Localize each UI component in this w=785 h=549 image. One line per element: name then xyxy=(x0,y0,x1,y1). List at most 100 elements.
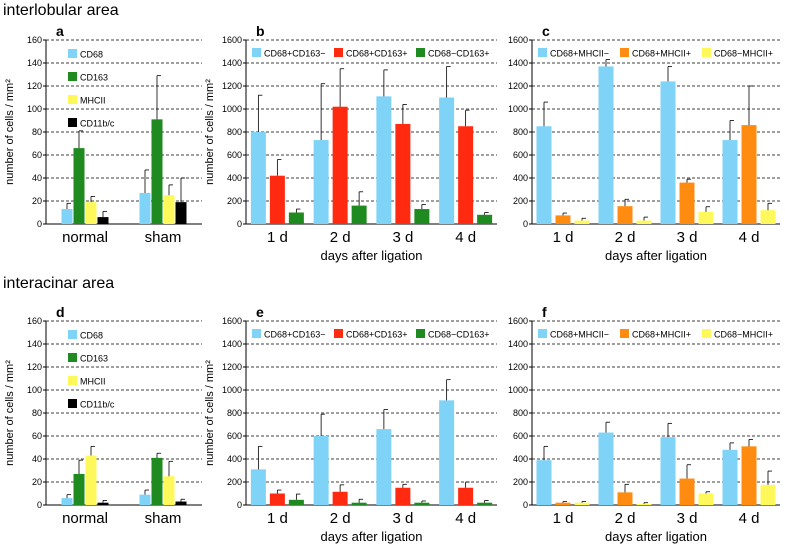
bar xyxy=(660,437,676,505)
bar xyxy=(679,478,695,505)
bar xyxy=(458,487,474,505)
y-tick-label: 1000 xyxy=(222,104,242,114)
y-tick-label: 600 xyxy=(513,150,528,160)
bar xyxy=(61,498,73,505)
legend-swatch xyxy=(334,48,343,57)
legend-label: CD68+CD163− xyxy=(264,330,326,340)
legend-label: CD68−CD163+ xyxy=(428,330,490,340)
bar xyxy=(376,96,392,224)
y-tick-label: 100 xyxy=(27,104,42,114)
bar xyxy=(97,217,109,224)
panel-label: d xyxy=(56,304,65,320)
legend-swatch xyxy=(68,95,77,104)
bar xyxy=(151,457,163,505)
x-tick-label: 4 d xyxy=(455,510,476,527)
y-tick-label: 1200 xyxy=(222,362,242,372)
y-tick-label: 800 xyxy=(227,127,242,137)
y-tick-label: 0 xyxy=(237,219,242,229)
legend-label: CD68+CD163+ xyxy=(346,49,408,59)
legend-label: MHCII xyxy=(80,377,106,387)
y-tick-label: 200 xyxy=(227,196,242,206)
legend-swatch xyxy=(252,48,261,57)
legend-swatch xyxy=(538,329,547,338)
bar xyxy=(175,202,187,224)
y-tick-label: 400 xyxy=(513,454,528,464)
legend-label: CD68−MHCII+ xyxy=(714,49,773,59)
bar xyxy=(439,400,455,505)
bar xyxy=(332,106,348,224)
x-tick-label: sham xyxy=(145,510,182,527)
y-tick-label: 800 xyxy=(513,127,528,137)
x-tick-label: 3 d xyxy=(677,229,698,246)
x-tick-label: 2 d xyxy=(330,510,351,527)
x-tick-label: 1 d xyxy=(267,510,288,527)
x-tick-label: 2 d xyxy=(615,229,636,246)
y-tick-label: 20 xyxy=(32,196,42,206)
legend-label: CD68+CD163+ xyxy=(346,330,408,340)
panel-label: c xyxy=(542,23,550,39)
y-axis-label: number of cells / mm² xyxy=(204,79,216,185)
legend-swatch xyxy=(68,353,77,362)
bar xyxy=(250,132,266,224)
y-tick-label: 1000 xyxy=(508,385,528,395)
x-tick-label: 3 d xyxy=(677,510,698,527)
bar xyxy=(269,493,285,505)
y-tick-label: 1400 xyxy=(222,58,242,68)
panel-e: 0 200 400 600 800 1000 1200 1400 1600 e number of … xyxy=(204,304,497,544)
bar xyxy=(151,119,163,224)
x-tick-label: 2 d xyxy=(330,229,351,246)
bar xyxy=(73,473,85,505)
y-tick-label: 40 xyxy=(32,173,42,183)
y-tick-label: 140 xyxy=(27,339,42,349)
bar xyxy=(636,503,652,505)
legend-label: CD68 xyxy=(80,331,103,341)
bar xyxy=(139,494,151,505)
bar xyxy=(698,211,714,224)
panel-b: 0 200 400 600 800 1000 1200 1400 1600 b number of … xyxy=(204,23,497,263)
bar xyxy=(351,205,367,224)
y-tick-label: 1200 xyxy=(508,362,528,372)
bar xyxy=(313,436,329,505)
x-tick-label: 2 d xyxy=(615,510,636,527)
bar xyxy=(376,429,392,505)
bar xyxy=(332,491,348,505)
legend-swatch xyxy=(68,118,77,127)
x-tick-label: 4 d xyxy=(739,510,760,527)
bar xyxy=(288,212,304,224)
panel-label: f xyxy=(542,304,547,320)
section-title-interlobular: interlobular area xyxy=(3,2,119,19)
x-tick-label: sham xyxy=(145,229,182,246)
legend-swatch xyxy=(702,48,711,57)
y-tick-label: 160 xyxy=(27,316,42,326)
legend-label: MHCII xyxy=(80,96,106,106)
y-tick-label: 1600 xyxy=(222,35,242,45)
bar xyxy=(175,501,187,505)
legend-swatch xyxy=(252,329,261,338)
legend-swatch xyxy=(702,329,711,338)
y-tick-label: 200 xyxy=(513,477,528,487)
bar xyxy=(660,81,676,225)
bar xyxy=(555,215,571,224)
y-tick-label: 1600 xyxy=(222,316,242,326)
legend-swatch xyxy=(620,48,629,57)
x-tick-label: 1 d xyxy=(267,229,288,246)
bar xyxy=(61,209,73,224)
bar xyxy=(679,182,695,224)
y-tick-label: 1000 xyxy=(508,104,528,114)
bar xyxy=(722,140,738,224)
y-tick-label: 1200 xyxy=(222,81,242,91)
legend-swatch xyxy=(68,49,77,58)
bar xyxy=(574,220,590,224)
legend-label: CD68−CD163+ xyxy=(428,49,490,59)
y-tick-label: 400 xyxy=(227,173,242,183)
x-axis-label: days after ligation xyxy=(321,529,423,544)
y-tick-label: 600 xyxy=(227,431,242,441)
y-tick-label: 200 xyxy=(513,196,528,206)
y-axis-label: number of cells / mm² xyxy=(4,360,16,466)
y-tick-label: 0 xyxy=(523,500,528,510)
y-tick-label: 160 xyxy=(27,35,42,45)
bar xyxy=(760,484,776,505)
y-tick-label: 0 xyxy=(523,219,528,229)
x-axis-label: days after ligation xyxy=(605,248,707,263)
y-tick-label: 1400 xyxy=(222,339,242,349)
